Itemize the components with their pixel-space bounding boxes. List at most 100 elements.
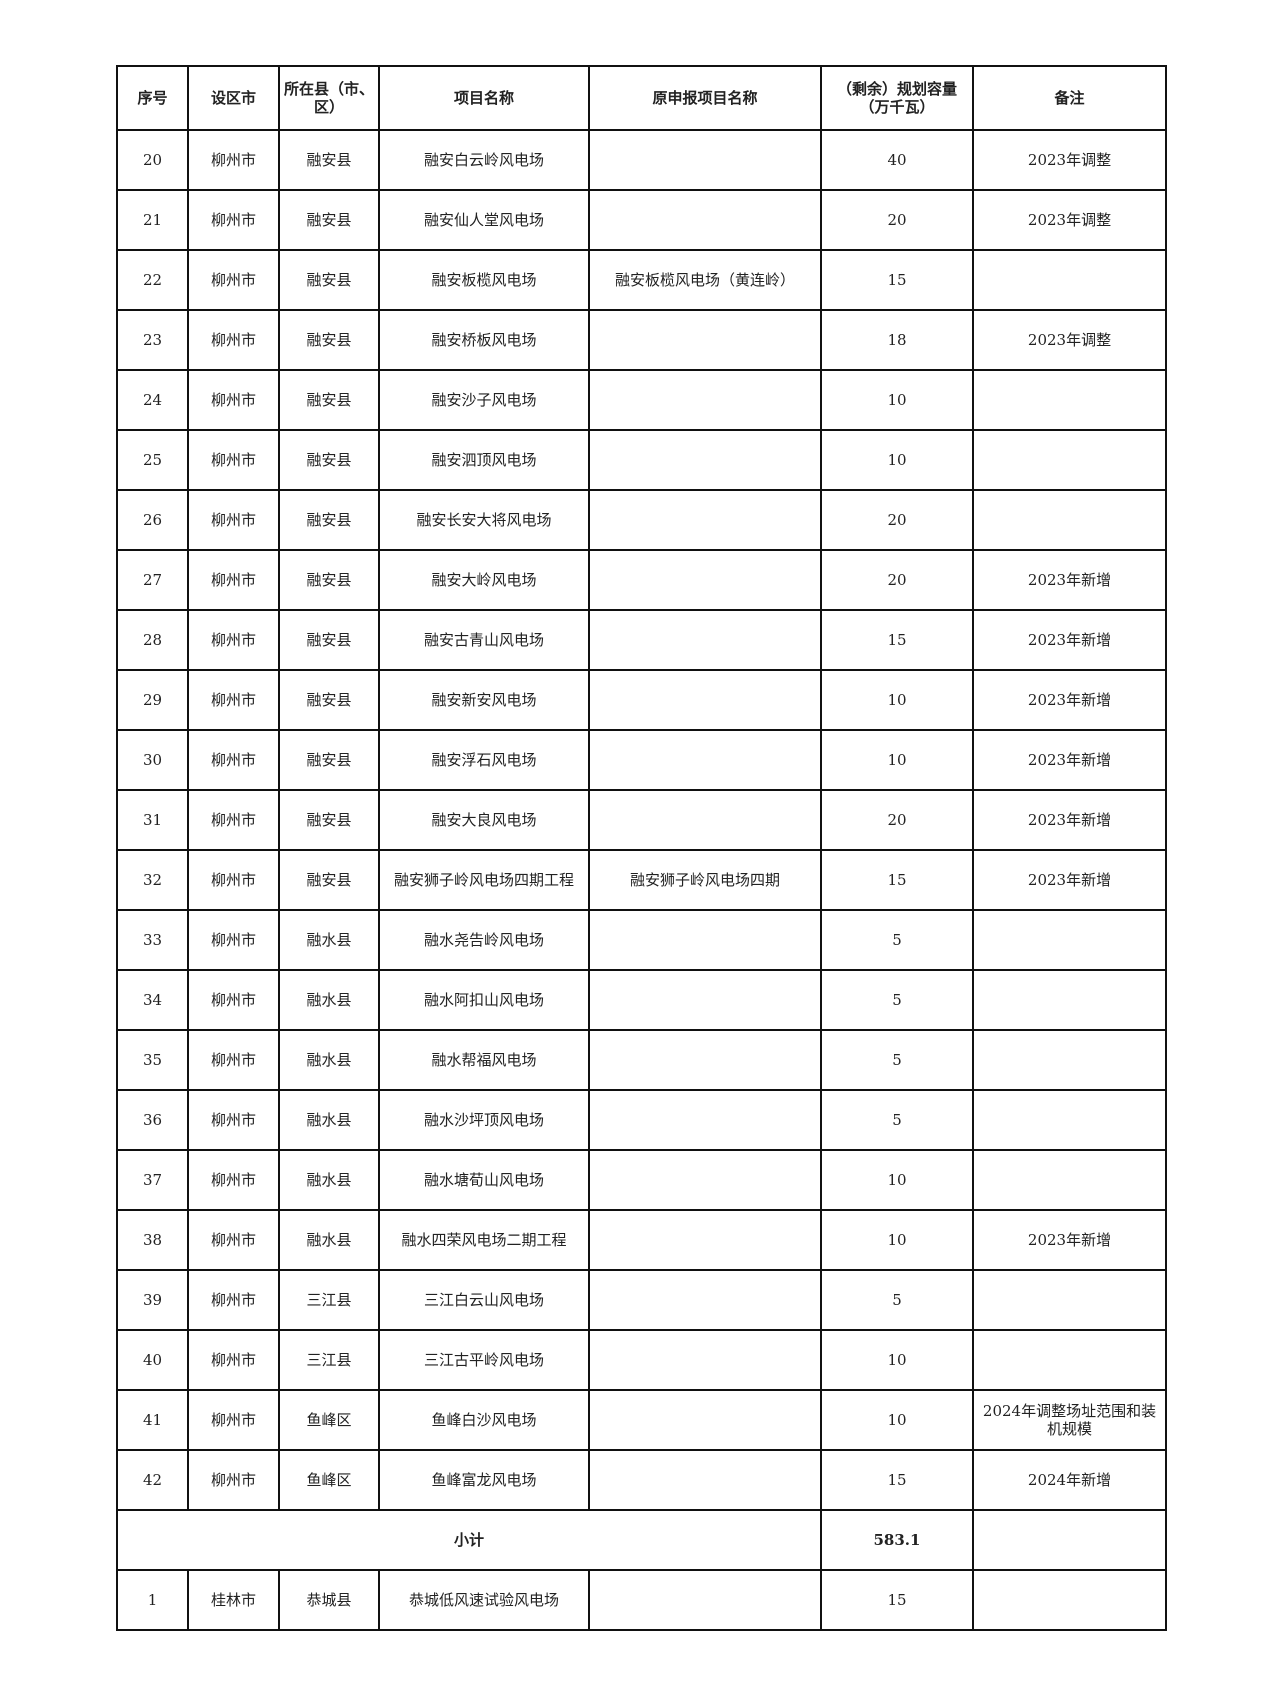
cell-orig (588, 429, 822, 491)
cell-orig (588, 1569, 822, 1631)
cell-orig (588, 1029, 822, 1091)
table-row: 33 柳州市 融水县 融水尧告岭风电场 5 (116, 909, 1167, 971)
cell-note: 2023年调整 (972, 309, 1167, 371)
cell-no: 41 (116, 1389, 189, 1451)
cell-city: 柳州市 (187, 1449, 280, 1511)
cell-county: 融水县 (278, 969, 380, 1031)
cell-note: 2023年新增 (972, 549, 1167, 611)
cell-cap: 5 (820, 969, 974, 1031)
cell-no: 40 (116, 1329, 189, 1391)
cell-county: 融安县 (278, 789, 380, 851)
cell-orig (588, 369, 822, 431)
table-row: 27 柳州市 融安县 融安大岭风电场 20 2023年新增 (116, 549, 1167, 611)
table-row: 31 柳州市 融安县 融安大良风电场 20 2023年新增 (116, 789, 1167, 851)
cell-city: 柳州市 (187, 549, 280, 611)
table-row: 25 柳州市 融安县 融安泗顶风电场 10 (116, 429, 1167, 491)
cell-city: 柳州市 (187, 969, 280, 1031)
cell-note: 2024年新增 (972, 1449, 1167, 1511)
cell-name: 融水沙坪顶风电场 (378, 1089, 590, 1151)
cell-name: 融安泗顶风电场 (378, 429, 590, 491)
cell-no: 23 (116, 309, 189, 371)
cell-orig (588, 1149, 822, 1211)
cell-orig (588, 489, 822, 551)
cell-county: 三江县 (278, 1329, 380, 1391)
cell-cap: 10 (820, 1209, 974, 1271)
cell-note (972, 429, 1167, 491)
cell-orig (588, 189, 822, 251)
cell-cap: 15 (820, 849, 974, 911)
cell-city: 柳州市 (187, 1089, 280, 1151)
cell-cap: 10 (820, 1329, 974, 1391)
cell-city: 柳州市 (187, 729, 280, 791)
cell-name: 融水塘荀山风电场 (378, 1149, 590, 1211)
cell-name: 融安板榄风电场 (378, 249, 590, 311)
cell-city: 柳州市 (187, 189, 280, 251)
cell-city: 柳州市 (187, 369, 280, 431)
cell-cap: 10 (820, 669, 974, 731)
table-row: 38 柳州市 融水县 融水四荣风电场二期工程 10 2023年新增 (116, 1209, 1167, 1271)
cell-city: 桂林市 (187, 1569, 280, 1631)
header-orig: 原申报项目名称 (588, 65, 822, 131)
cell-city: 柳州市 (187, 1209, 280, 1271)
cell-note: 2023年新增 (972, 609, 1167, 671)
cell-cap: 15 (820, 1569, 974, 1631)
cell-orig (588, 1209, 822, 1271)
cell-orig (588, 729, 822, 791)
subtotal-note (972, 1509, 1167, 1571)
cell-county: 三江县 (278, 1269, 380, 1331)
cell-cap: 15 (820, 1449, 974, 1511)
cell-name: 三江白云山风电场 (378, 1269, 590, 1331)
cell-cap: 5 (820, 1269, 974, 1331)
table-row: 41 柳州市 鱼峰区 鱼峰白沙风电场 10 2024年调整场址范围和装机规模 (116, 1389, 1167, 1451)
header-city: 设区市 (187, 65, 280, 131)
project-table: 序号 设区市 所在县（市、区） 项目名称 原申报项目名称 （剩余）规划容量（万千… (116, 65, 1167, 1631)
cell-orig (588, 1449, 822, 1511)
cell-note (972, 1269, 1167, 1331)
cell-note: 2023年新增 (972, 669, 1167, 731)
cell-name: 融安大岭风电场 (378, 549, 590, 611)
cell-city: 柳州市 (187, 489, 280, 551)
cell-no: 39 (116, 1269, 189, 1331)
cell-city: 柳州市 (187, 1029, 280, 1091)
table-row: 23 柳州市 融安县 融安桥板风电场 18 2023年调整 (116, 309, 1167, 371)
cell-cap: 5 (820, 1029, 974, 1091)
cell-orig (588, 309, 822, 371)
cell-cap: 20 (820, 549, 974, 611)
cell-no: 42 (116, 1449, 189, 1511)
cell-city: 柳州市 (187, 249, 280, 311)
cell-no: 20 (116, 129, 189, 191)
cell-note: 2023年新增 (972, 789, 1167, 851)
cell-cap: 20 (820, 189, 974, 251)
cell-no: 30 (116, 729, 189, 791)
table-row: 29 柳州市 融安县 融安新安风电场 10 2023年新增 (116, 669, 1167, 731)
table-row: 42 柳州市 鱼峰区 鱼峰富龙风电场 15 2024年新增 (116, 1449, 1167, 1511)
header-no: 序号 (116, 65, 189, 131)
cell-county: 融安县 (278, 729, 380, 791)
cell-note: 2024年调整场址范围和装机规模 (972, 1389, 1167, 1451)
table-row: 28 柳州市 融安县 融安古青山风电场 15 2023年新增 (116, 609, 1167, 671)
cell-name: 融水帮福风电场 (378, 1029, 590, 1091)
cell-city: 柳州市 (187, 1269, 280, 1331)
cell-no: 26 (116, 489, 189, 551)
cell-note (972, 1149, 1167, 1211)
cell-no: 35 (116, 1029, 189, 1091)
cell-county: 融安县 (278, 549, 380, 611)
cell-no: 31 (116, 789, 189, 851)
cell-name: 融安仙人堂风电场 (378, 189, 590, 251)
table-row: 26 柳州市 融安县 融安长安大将风电场 20 (116, 489, 1167, 551)
cell-orig (588, 1329, 822, 1391)
cell-no: 28 (116, 609, 189, 671)
cell-cap: 10 (820, 429, 974, 491)
table-row: 30 柳州市 融安县 融安浮石风电场 10 2023年新增 (116, 729, 1167, 791)
cell-no: 21 (116, 189, 189, 251)
table-row: 39 柳州市 三江县 三江白云山风电场 5 (116, 1269, 1167, 1331)
cell-city: 柳州市 (187, 849, 280, 911)
cell-city: 柳州市 (187, 429, 280, 491)
cell-orig (588, 609, 822, 671)
table-row: 34 柳州市 融水县 融水阿扣山风电场 5 (116, 969, 1167, 1031)
cell-name: 融安新安风电场 (378, 669, 590, 731)
cell-county: 鱼峰区 (278, 1449, 380, 1511)
subtotal-row: 小计 583.1 (116, 1509, 1167, 1571)
cell-name: 融水四荣风电场二期工程 (378, 1209, 590, 1271)
subtotal-label: 小计 (116, 1509, 822, 1571)
